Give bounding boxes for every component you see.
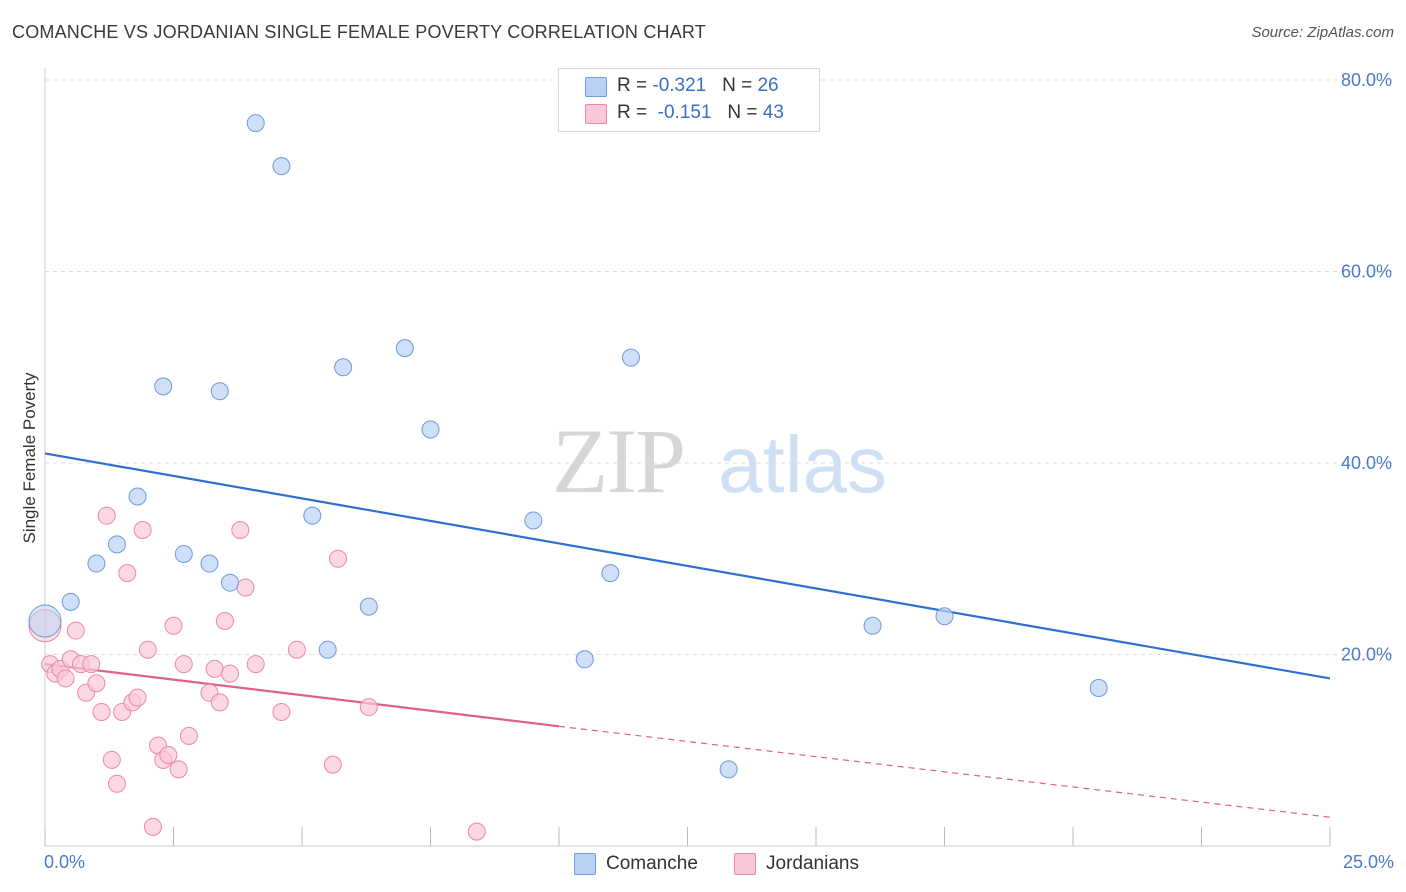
comanche-point	[28, 604, 62, 638]
y-tick-label: 20.0%	[1341, 645, 1392, 665]
y-tick-label: 80.0%	[1341, 70, 1392, 90]
legend-row-text: R = -0.321 N = 26	[617, 75, 779, 96]
comanche-point	[174, 544, 193, 563]
comanche-point	[200, 554, 219, 573]
jordanians-point	[221, 664, 240, 683]
comanche-point	[395, 339, 414, 358]
trend-line-jordanians	[44, 662, 560, 728]
jordanians-point	[56, 669, 75, 688]
comanche-point	[421, 420, 440, 439]
jordanians-point	[102, 750, 121, 769]
jordanians-point	[159, 746, 178, 765]
trend-line-comanche	[44, 452, 1331, 680]
n-value: 26	[757, 75, 779, 96]
jordanians-point	[328, 549, 347, 568]
jordanians-point	[169, 760, 188, 779]
jordanians-point	[236, 578, 255, 597]
comanche-point	[359, 597, 378, 616]
jordanians-point	[272, 702, 291, 721]
comanche-point	[221, 573, 240, 592]
grid-lines	[45, 79, 1392, 655]
axes	[44, 68, 1331, 847]
x-tick-min: 0.0%	[44, 852, 86, 872]
trend-lines	[44, 452, 1331, 818]
comanche-point	[246, 114, 265, 133]
correlation-legend: R = -0.321 N = 26 R = -0.151 N = 43	[558, 68, 820, 132]
trend-line-extension	[558, 725, 1331, 818]
legend-label: Comanche	[606, 853, 698, 874]
watermark-zip: ZIP	[552, 410, 684, 512]
jordanians-point	[210, 693, 229, 712]
y-tick-labels: 20.0% 40.0% 60.0% 80.0%	[1341, 70, 1392, 665]
comanche-point	[318, 640, 337, 659]
comanche-swatch	[574, 853, 596, 875]
comanche-swatch	[585, 77, 607, 97]
comanche-point	[272, 157, 291, 176]
jordanians-point	[107, 774, 126, 793]
y-tick-label: 60.0%	[1341, 262, 1392, 282]
n-value: 43	[762, 102, 784, 123]
jordanians-swatch	[585, 104, 607, 124]
r-value: -0.321	[652, 75, 707, 96]
jordanians-point	[97, 506, 116, 525]
comanche-point	[210, 382, 229, 401]
jordanians-point	[287, 640, 306, 659]
source-label: Source: ZipAtlas.com	[1251, 24, 1394, 41]
jordanians-point	[92, 702, 111, 721]
jordanians-point	[118, 564, 137, 583]
jordanians-point	[359, 698, 378, 717]
comanche-point	[334, 358, 353, 377]
comanche-point	[303, 506, 322, 525]
jordanians-point	[179, 726, 198, 745]
x-tick-max: 25.0%	[1342, 852, 1394, 872]
comanche-point	[935, 607, 954, 626]
comanche-point	[107, 535, 126, 554]
comanche-point	[1089, 679, 1108, 698]
jordanians-point	[467, 822, 486, 841]
comanche-point	[601, 564, 620, 583]
jordanians-point	[246, 655, 265, 674]
y-tick-label: 40.0%	[1341, 453, 1392, 473]
comanche-point	[87, 554, 106, 573]
comanche-point	[61, 592, 80, 611]
watermark: ZIP atlas	[552, 410, 887, 512]
watermark-atlas: atlas	[718, 420, 887, 509]
comanche-point	[621, 348, 640, 367]
comanche-point	[128, 487, 147, 506]
comanche-point	[719, 760, 738, 779]
jordanians-point	[133, 521, 152, 540]
jordanians-point	[215, 611, 234, 630]
series-legend: Comanche Jordanians	[0, 850, 1406, 880]
comanche-point	[863, 616, 882, 635]
jordanians-point	[231, 521, 250, 540]
jordanians-point	[66, 621, 85, 640]
jordanians-point	[174, 655, 193, 674]
jordanians-point	[128, 688, 147, 707]
data-points	[28, 114, 1108, 841]
jordanians-point	[87, 674, 106, 693]
comanche-point	[524, 511, 543, 530]
jordanians-point	[205, 659, 224, 678]
jordanians-point	[138, 640, 157, 659]
jordanians-point	[164, 616, 183, 635]
jordanians-point	[82, 655, 101, 674]
chart-title: COMANCHE VS JORDANIAN SINGLE FEMALE POVE…	[12, 22, 706, 42]
comanche-point	[154, 377, 173, 396]
legend-label: Jordanians	[766, 853, 859, 874]
r-value: -0.151	[657, 102, 712, 123]
jordanians-point	[323, 755, 342, 774]
legend-row-text: R = -0.151 N = 43	[617, 102, 784, 123]
jordanians-point	[143, 817, 162, 836]
jordanians-swatch	[734, 853, 756, 875]
comanche-point	[575, 650, 594, 669]
